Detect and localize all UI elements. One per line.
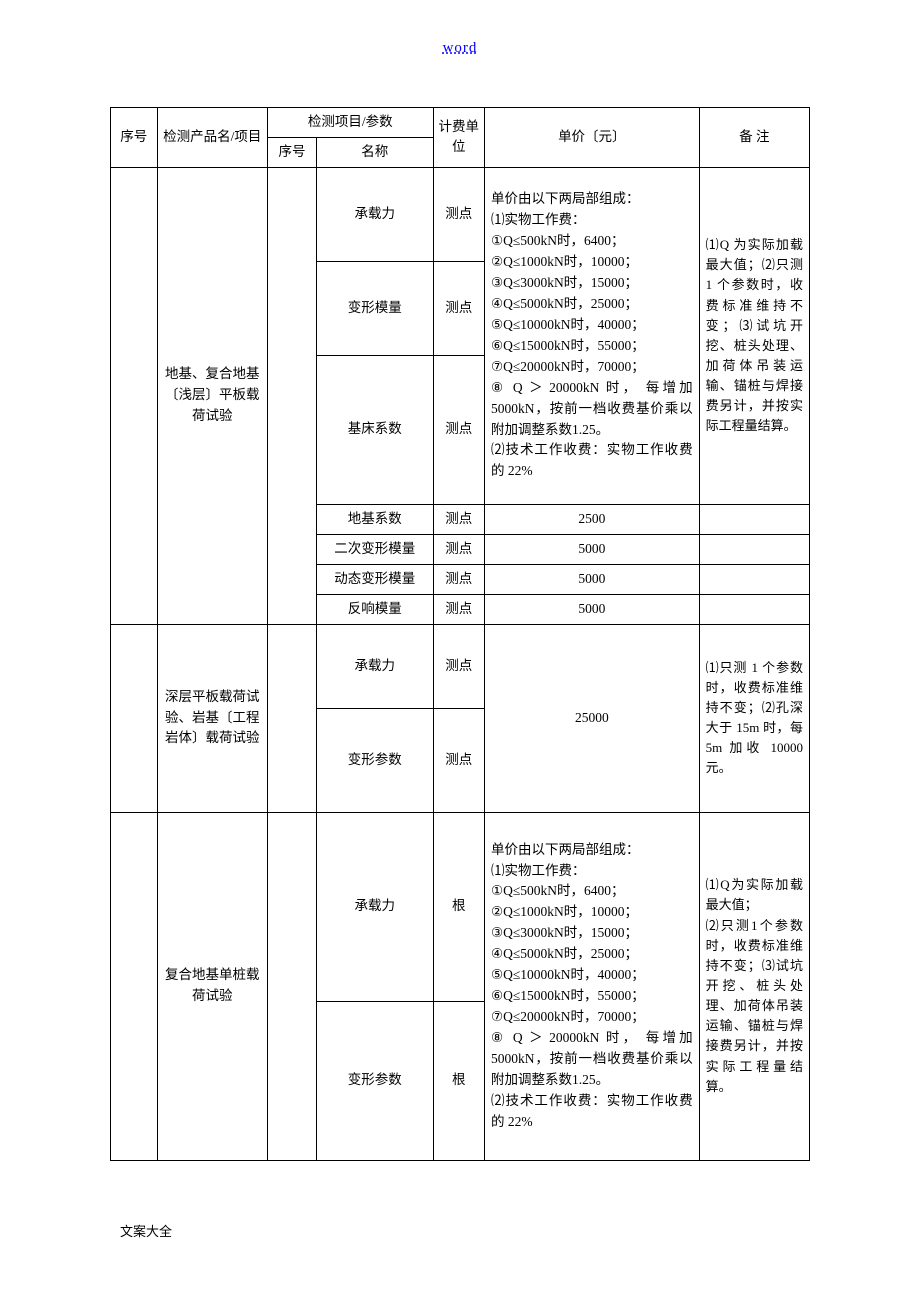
cell-name: 承载力 xyxy=(317,167,434,261)
cell-name: 变形模量 xyxy=(317,261,434,355)
cell-price: 5000 xyxy=(485,594,700,624)
cell-note xyxy=(699,504,809,534)
col-product: 检测产品名/项目 xyxy=(157,108,267,168)
cell-price: 2500 xyxy=(485,504,700,534)
footer-text: 文案大全 xyxy=(110,1221,810,1240)
cell-product: 地基、复合地基〔浅层〕平板载荷试验 xyxy=(157,167,267,624)
cell-unit: 测点 xyxy=(433,564,485,594)
cell-unit: 测点 xyxy=(433,504,485,534)
cell-note xyxy=(699,534,809,564)
cell-unit: 测点 xyxy=(433,708,485,812)
col-subseq: 序号 xyxy=(267,137,316,167)
cell-note xyxy=(699,594,809,624)
table-row: 深层平板载荷试验、岩基〔工程岩体〕载荷试验 承载力 测点 25000 ⑴只测 1… xyxy=(111,624,810,708)
cell-price-block: 单价由以下两局部组成： ⑴实物工作费： ①Q≤500kN时，6400； ②Q≤1… xyxy=(485,812,700,1160)
cell-subseq xyxy=(267,167,316,624)
cell-name: 承载力 xyxy=(317,624,434,708)
cell-name: 承载力 xyxy=(317,812,434,1001)
col-note: 备 注 xyxy=(699,108,809,168)
cell-seq xyxy=(111,812,158,1160)
col-seq: 序号 xyxy=(111,108,158,168)
table-row: 复合地基单桩载荷试验 承载力 根 单价由以下两局部组成： ⑴实物工作费： ①Q≤… xyxy=(111,812,810,1001)
cell-unit: 根 xyxy=(433,1001,485,1160)
cell-name: 基床系数 xyxy=(317,355,434,504)
cell-unit: 测点 xyxy=(433,534,485,564)
cell-note-block: ⑴Q 为实际加载最大值；⑵只测 1 个参数时，收费标准维持不变；⑶试坑开挖、桩头… xyxy=(699,167,809,504)
cell-price: 25000 xyxy=(485,624,700,812)
cell-name: 变形参数 xyxy=(317,1001,434,1160)
cell-price: 5000 xyxy=(485,534,700,564)
cell-unit: 根 xyxy=(433,812,485,1001)
cell-name: 地基系数 xyxy=(317,504,434,534)
cell-name: 动态变形模量 xyxy=(317,564,434,594)
cell-unit: 测点 xyxy=(433,624,485,708)
cell-seq xyxy=(111,624,158,812)
cell-unit: 测点 xyxy=(433,594,485,624)
cell-unit: 测点 xyxy=(433,167,485,261)
cell-product: 复合地基单桩载荷试验 xyxy=(157,812,267,1160)
pricing-table: 序号 检测产品名/项目 检测项目/参数 计费单位 单价〔元〕 备 注 序号 名称… xyxy=(110,107,810,1161)
table-row: 地基、复合地基〔浅层〕平板载荷试验 承载力 测点 单价由以下两局部组成： ⑴实物… xyxy=(111,167,810,261)
cell-subseq xyxy=(267,624,316,812)
header-word: word xyxy=(110,40,810,57)
cell-note xyxy=(699,564,809,594)
cell-unit: 测点 xyxy=(433,261,485,355)
cell-note-block: ⑴只测 1 个参数时，收费标准维持不变；⑵孔深大于 15m 时，每 5m 加收 … xyxy=(699,624,809,812)
cell-price: 5000 xyxy=(485,564,700,594)
cell-name: 反响模量 xyxy=(317,594,434,624)
cell-name: 变形参数 xyxy=(317,708,434,812)
cell-unit: 测点 xyxy=(433,355,485,504)
col-price: 单价〔元〕 xyxy=(485,108,700,168)
cell-price-block: 单价由以下两局部组成： ⑴实物工作费： ①Q≤500kN时，6400； ②Q≤1… xyxy=(485,167,700,504)
cell-product: 深层平板载荷试验、岩基〔工程岩体〕载荷试验 xyxy=(157,624,267,812)
table-header-row: 序号 检测产品名/项目 检测项目/参数 计费单位 单价〔元〕 备 注 xyxy=(111,108,810,138)
cell-seq xyxy=(111,167,158,624)
cell-note-block: ⑴Q为实际加载最大值； ⑵只测1个参数时，收费标准维持不变；⑶试坑开挖、桩头处理… xyxy=(699,812,809,1160)
col-unit: 计费单位 xyxy=(433,108,485,168)
cell-name: 二次变形模量 xyxy=(317,534,434,564)
col-name: 名称 xyxy=(317,137,434,167)
col-paramgroup: 检测项目/参数 xyxy=(267,108,433,138)
cell-subseq xyxy=(267,812,316,1160)
